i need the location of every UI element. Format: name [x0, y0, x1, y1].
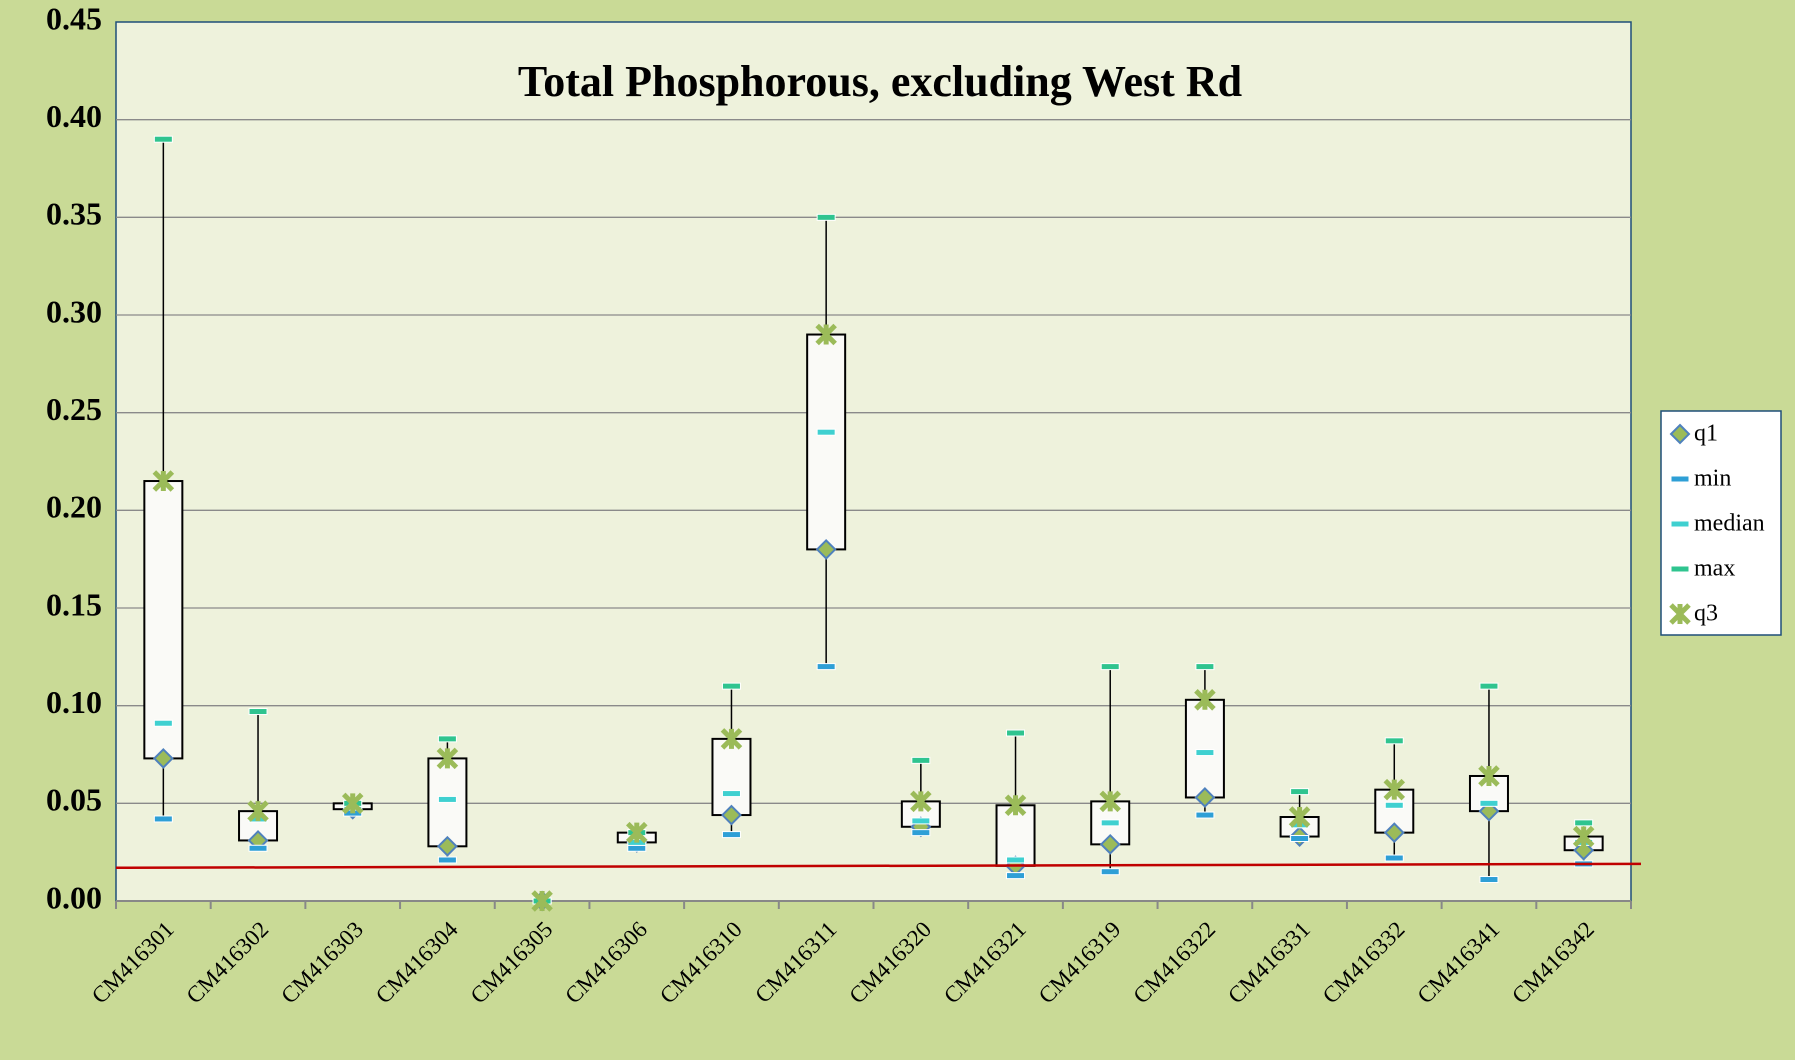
q-marker	[1099, 833, 1121, 855]
legend-label: q1	[1694, 421, 1718, 447]
dash-marker	[1479, 682, 1499, 690]
dash-marker	[1100, 868, 1120, 876]
box	[1184, 698, 1225, 799]
dash-marker	[1574, 819, 1594, 827]
dash-marker	[1290, 788, 1310, 796]
star-marker	[1572, 825, 1595, 848]
dash-marker	[721, 790, 741, 798]
star-marker	[341, 792, 364, 815]
dash-marker	[1195, 663, 1215, 671]
dash-marker	[1290, 834, 1310, 842]
dash-marker	[1100, 663, 1120, 671]
star-marker	[1669, 603, 1691, 625]
y-tick-label: 0.00	[46, 879, 102, 915]
star-marker	[247, 800, 269, 822]
y-tick-label: 0.05	[46, 782, 102, 818]
dash-marker	[1479, 799, 1499, 807]
dash-marker	[911, 756, 931, 764]
q-marker	[1383, 822, 1405, 844]
y-tick-label: 0.45	[46, 0, 102, 36]
dash-marker	[437, 856, 457, 864]
star-marker	[436, 747, 459, 770]
star-marker	[1383, 778, 1406, 801]
q-marker	[436, 835, 458, 857]
y-tick-label: 0.10	[46, 684, 102, 720]
dash-marker	[816, 213, 836, 221]
reference-line	[115, 862, 1642, 870]
dash-marker	[1006, 872, 1026, 880]
dash-marker	[153, 135, 173, 143]
legend-label: q3	[1694, 601, 1718, 627]
q-marker	[152, 747, 174, 769]
dash-marker	[1100, 819, 1120, 827]
dash-marker	[1384, 737, 1404, 745]
box	[806, 333, 847, 551]
dash-marker	[1479, 876, 1499, 884]
dash-marker	[153, 815, 173, 823]
dash-marker	[911, 829, 931, 837]
dash-marker	[1670, 475, 1690, 483]
dash-marker	[1670, 565, 1690, 573]
y-tick-label: 0.40	[46, 98, 102, 134]
box	[143, 480, 184, 760]
dash-marker	[1195, 811, 1215, 819]
dash-marker	[721, 831, 741, 839]
star-marker	[720, 728, 743, 750]
dash-marker	[248, 708, 268, 716]
dash-marker	[437, 735, 457, 743]
dash-marker	[816, 663, 836, 671]
star-marker	[1004, 794, 1027, 817]
dash-marker	[248, 844, 268, 852]
q-marker	[1669, 423, 1691, 445]
dash-marker	[1384, 801, 1404, 809]
q-marker	[815, 538, 837, 560]
star-marker	[1478, 765, 1500, 787]
star-marker	[152, 470, 175, 492]
plot-area	[115, 21, 1632, 902]
dash-marker	[1006, 729, 1026, 737]
y-tick-label: 0.15	[46, 586, 102, 622]
y-tick-label: 0.20	[46, 489, 102, 525]
star-marker	[626, 821, 648, 844]
dash-marker	[153, 719, 173, 727]
star-marker	[1194, 689, 1216, 711]
y-tick-label: 0.30	[46, 293, 102, 329]
dash-marker	[1384, 854, 1404, 862]
legend-label: max	[1694, 556, 1735, 582]
y-tick-label: 0.35	[46, 196, 102, 232]
dash-marker	[437, 795, 457, 803]
y-tick-label: 0.25	[46, 391, 102, 427]
q-marker	[721, 804, 742, 826]
dash-marker	[1006, 856, 1026, 864]
star-marker	[910, 790, 932, 813]
dash-marker	[911, 817, 931, 825]
q-marker	[1194, 787, 1216, 808]
dash-marker	[1670, 520, 1690, 528]
dash-marker	[1195, 749, 1215, 757]
dash-marker	[816, 428, 836, 436]
legend-label: min	[1694, 466, 1731, 492]
chart-title: Total Phosphorous, excluding West Rd	[518, 57, 1242, 106]
star-marker	[815, 323, 837, 346]
dash-marker	[627, 844, 647, 852]
star-marker	[531, 890, 553, 912]
legend-label: median	[1694, 511, 1765, 537]
dash-marker	[721, 682, 741, 690]
star-marker	[1288, 806, 1311, 828]
star-marker	[1099, 790, 1121, 813]
box	[711, 737, 752, 817]
